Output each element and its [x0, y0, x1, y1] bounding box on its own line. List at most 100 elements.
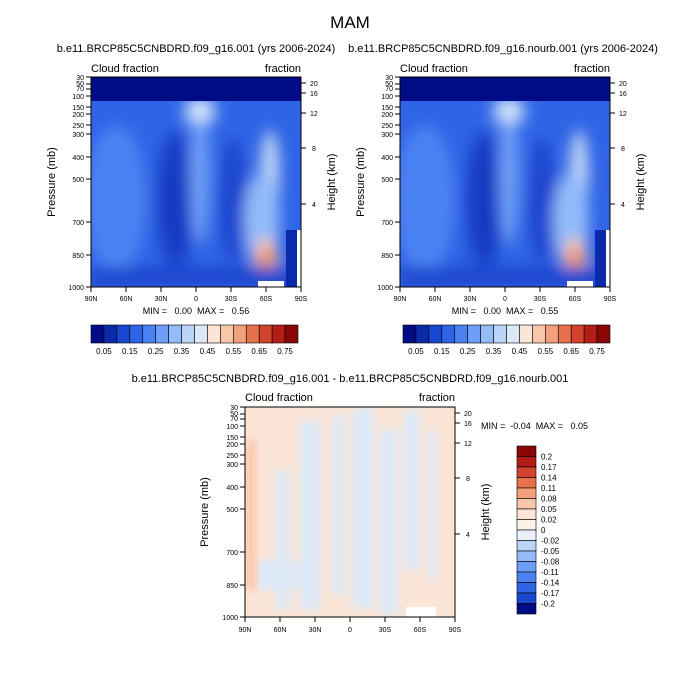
panel-diff-xtick-label: 30S [379, 627, 392, 634]
panel-diff-ytick-label: 100 [226, 424, 238, 431]
colorbar-swatch [245, 324, 260, 344]
colorbar-swatch [142, 324, 156, 344]
panel-1-height-tick: 12 [310, 111, 318, 118]
panel-diff-right-label: fraction [419, 392, 455, 404]
panel-diff-height-tick: 20 [464, 411, 472, 418]
panel-2-ytick-label: 150 [381, 105, 393, 112]
colorbar-swatch [415, 324, 430, 344]
panel-1-xtick-label: 0 [194, 296, 198, 303]
colorbar-label: 0.45 [200, 347, 216, 356]
panel-1-ytick-label: 100 [72, 94, 84, 101]
panel-diff-height-label: Height (km) [480, 484, 492, 541]
colorbar-swatch [516, 519, 537, 531]
colorbar-swatch [129, 324, 144, 344]
panel-2-ytick-label: 100 [381, 94, 393, 101]
colorbar-swatch [194, 324, 208, 344]
panel-diff-ytick-label: 850 [226, 583, 238, 590]
panel-1-ytick-label: 850 [72, 253, 84, 260]
panel-1-right-label: fraction [265, 63, 301, 75]
panel-diff-xtick-label: 60N [274, 627, 287, 634]
panel-diff-xtick-label: 90S [449, 627, 462, 634]
panel-2-height-tick: 16 [619, 91, 627, 98]
panel-1-ytick-label: 50 [76, 81, 84, 88]
panel-2-ytick-label: 250 [381, 123, 393, 130]
panel-2-xtick-label: 30N [464, 296, 477, 303]
colorbar-swatch [402, 324, 417, 344]
colorbar-swatch [596, 324, 611, 344]
colorbar-label: -0.11 [541, 568, 559, 577]
panel-2-y-axis: 30 50 70 100 150 200 250 300 400 500 700… [377, 75, 393, 292]
panel-2-minmax: MIN = 0.00 MAX = 0.55 [452, 306, 559, 316]
panel-1-ytick-label: 300 [72, 132, 84, 139]
colorbar-label: 0.14 [541, 474, 557, 483]
panel-2-ytick-label: 50 [385, 81, 393, 88]
colorbar-label: -0.17 [541, 589, 560, 598]
panel-2-ytick-label: 30 [385, 75, 393, 82]
panel-1-height-tick: 20 [310, 81, 318, 88]
colorbar-label: -0.14 [541, 579, 560, 588]
panel-1-ytick-label: 1000 [68, 285, 84, 292]
panel-2-ytick-label: 850 [381, 253, 393, 260]
panel-diff-ytick-label: 200 [226, 442, 238, 449]
panel-diff-colorbar: 0.20.17 0.140.11 0.080.05 0.020 -0.02-0.05 -0… [516, 445, 560, 615]
colorbar-label: -0.05 [541, 547, 560, 556]
colorbar-label: 0.35 [174, 347, 190, 356]
panel-diff-height-tick: 16 [464, 421, 472, 428]
panel-2-height-tick: 8 [621, 146, 625, 153]
panel-1-ytick-label: 400 [72, 155, 84, 162]
panel-diff-left-label: Cloud fraction [245, 392, 313, 404]
colorbar-label: 0.55 [226, 347, 242, 356]
panel-1-ytick-label: 30 [76, 75, 84, 82]
panel-diff-xtick-label: 0 [348, 627, 352, 634]
colorbar-label: 0.55 [538, 347, 554, 356]
colorbar-swatch [516, 603, 537, 615]
colorbar-swatch [532, 324, 546, 344]
panel-2-xtick-label: 90N [394, 296, 407, 303]
panel-1-y-axis-label: Pressure (mb) [46, 147, 58, 217]
colorbar-label: 0.25 [148, 347, 164, 356]
panel-2-height-tick: 12 [619, 111, 627, 118]
colorbar-swatch [516, 529, 537, 541]
colorbar-swatch [284, 324, 299, 344]
panel-1-left-label: Cloud fraction [91, 63, 159, 75]
colorbar-swatch [516, 466, 537, 478]
colorbar-swatch [428, 324, 443, 344]
colorbar-swatch [506, 324, 520, 344]
colorbar-swatch [516, 456, 537, 468]
colorbar-swatch [454, 324, 468, 344]
colorbar-label: 0.65 [563, 347, 579, 356]
panel-1-height-tick: 16 [310, 91, 318, 98]
colorbar-label: 0.05 [96, 347, 112, 356]
panel-2-colorbar: 0.05 0.15 0.25 0.35 0.45 0.55 0.65 0.75 [402, 324, 611, 356]
colorbar-swatch [220, 324, 234, 344]
colorbar-swatch [557, 324, 572, 344]
panel-1-xtick-label: 60N [120, 296, 133, 303]
colorbar-label: 0.05 [541, 505, 557, 514]
panel-2-height-tick: 4 [621, 202, 625, 209]
colorbar-label: 0.15 [434, 347, 450, 356]
colorbar-label: 0.75 [589, 347, 605, 356]
panel-2-ytick-label: 400 [381, 155, 393, 162]
panel-diff-xtick-label: 90N [239, 627, 252, 634]
panel-diff-ytick-label: 300 [226, 462, 238, 469]
panel-1-height-tick: 8 [312, 146, 316, 153]
panel-diff-ytick-label: 700 [226, 550, 238, 557]
panel-diff-title: b.e11.BRCP85C5CNBDRD.f09_g16.001 - b.e11… [132, 373, 569, 385]
colorbar-swatch [493, 324, 507, 344]
panel-1-minmax: MIN = 0.00 MAX = 0.56 [143, 306, 250, 316]
panel-diff-ytick-label: 1000 [222, 615, 238, 622]
panel-1-ytick-label: 250 [72, 123, 84, 130]
colorbar-swatch [155, 324, 169, 344]
colorbar-label: -0.02 [541, 537, 560, 546]
colorbar-label: 0.25 [460, 347, 476, 356]
colorbar-swatch [519, 324, 533, 344]
panel-diff-height-axis: 20 16 12 8 4 [464, 411, 472, 539]
colorbar-swatch [516, 582, 537, 594]
panel-2-xtick-label: 90S [604, 296, 617, 303]
panel-2-x-axis: 90N 60N 30N 0 30S 60S 90S [394, 296, 617, 303]
colorbar-swatch [516, 498, 537, 510]
colorbar-swatch [116, 324, 131, 344]
panel-1-field [91, 77, 301, 287]
panel-2-xtick-label: 0 [503, 296, 507, 303]
colorbar-swatch [233, 324, 247, 344]
